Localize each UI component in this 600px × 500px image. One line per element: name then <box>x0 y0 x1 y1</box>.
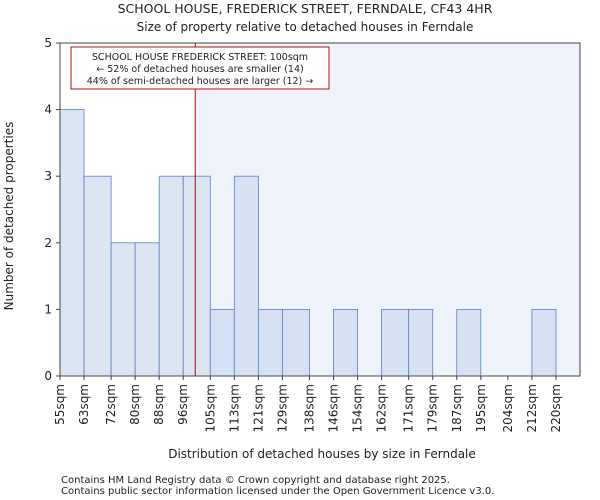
x-tick-label: 105sqm <box>203 384 217 432</box>
bar-55sqm <box>59 109 85 377</box>
annotation-line-1: SCHOOL HOUSE FREDERICK STREET: 100sqm <box>92 52 308 63</box>
chart-subtitle: Size of property relative to detached ho… <box>137 20 474 34</box>
x-tick-label: 187sqm <box>450 384 464 432</box>
x-tick-label: 179sqm <box>426 384 440 432</box>
x-tick-label: 96sqm <box>176 384 190 425</box>
x-tick-label: 195sqm <box>474 384 488 432</box>
annotation-line-3: 44% of semi-detached houses are larger (… <box>87 76 314 87</box>
bar-63sqm <box>83 175 112 377</box>
x-tick-label: 80sqm <box>128 384 142 425</box>
x-tick-label: 171sqm <box>402 384 416 432</box>
x-tick-label: 212sqm <box>525 384 539 432</box>
annotation-line-2: ← 52% of detached houses are smaller (14… <box>96 64 303 75</box>
bar-80sqm <box>134 242 160 377</box>
annotation-box: SCHOOL HOUSE FREDERICK STREET: 100sqm ← … <box>70 46 330 90</box>
x-axis-label: Distribution of detached houses by size … <box>168 447 476 461</box>
y-tick-label: 4 <box>44 103 52 117</box>
x-tick-label: 162sqm <box>375 384 389 432</box>
bar-129sqm <box>282 308 310 377</box>
y-tick-label: 5 <box>44 36 52 50</box>
x-tick-label: 121sqm <box>251 384 265 432</box>
x-axis: 55sqm 63sqm 72sqm 80sqm 88sqm 96sqm 105sqm 113s… <box>53 376 563 432</box>
chart-title: SCHOOL HOUSE, FREDERICK STREET, FERNDALE… <box>118 1 493 16</box>
x-tick-label: 146sqm <box>327 384 341 432</box>
bar-113sqm <box>233 175 259 377</box>
bars-group <box>59 109 557 377</box>
bar-171sqm <box>408 308 434 377</box>
x-tick-label: 220sqm <box>549 384 563 432</box>
x-tick-label: 88sqm <box>152 384 166 425</box>
y-tick-label: 0 <box>44 369 52 383</box>
bar-162sqm <box>381 308 410 377</box>
x-tick-label: 113sqm <box>227 384 241 432</box>
bar-121sqm <box>257 308 283 377</box>
x-tick-label: 204sqm <box>501 384 515 432</box>
bar-146sqm <box>333 308 358 377</box>
footer-line-2: Contains public sector information licen… <box>61 486 494 497</box>
bar-212sqm <box>531 308 557 377</box>
x-tick-label: 154sqm <box>351 384 365 432</box>
footer-line-1: Contains HM Land Registry data © Crown c… <box>61 475 450 486</box>
plot-frame <box>59 42 581 377</box>
bar-96sqm <box>182 175 211 377</box>
y-tick-label: 3 <box>44 169 52 183</box>
y-axis: 0 1 2 3 4 5 <box>44 36 60 383</box>
x-tick-label: 138sqm <box>302 384 316 432</box>
y-tick-label: 2 <box>44 236 52 250</box>
x-tick-label: 129sqm <box>275 384 289 432</box>
bar-187sqm <box>456 308 482 377</box>
bar-72sqm <box>110 242 136 377</box>
y-tick-label: 1 <box>44 302 52 316</box>
y-axis-label: Number of detached properties <box>2 122 16 311</box>
x-tick-label: 63sqm <box>77 384 91 425</box>
x-tick-label: 72sqm <box>104 384 118 425</box>
bar-88sqm <box>158 175 184 377</box>
x-tick-label: 55sqm <box>53 384 67 425</box>
bar-105sqm <box>209 308 235 377</box>
